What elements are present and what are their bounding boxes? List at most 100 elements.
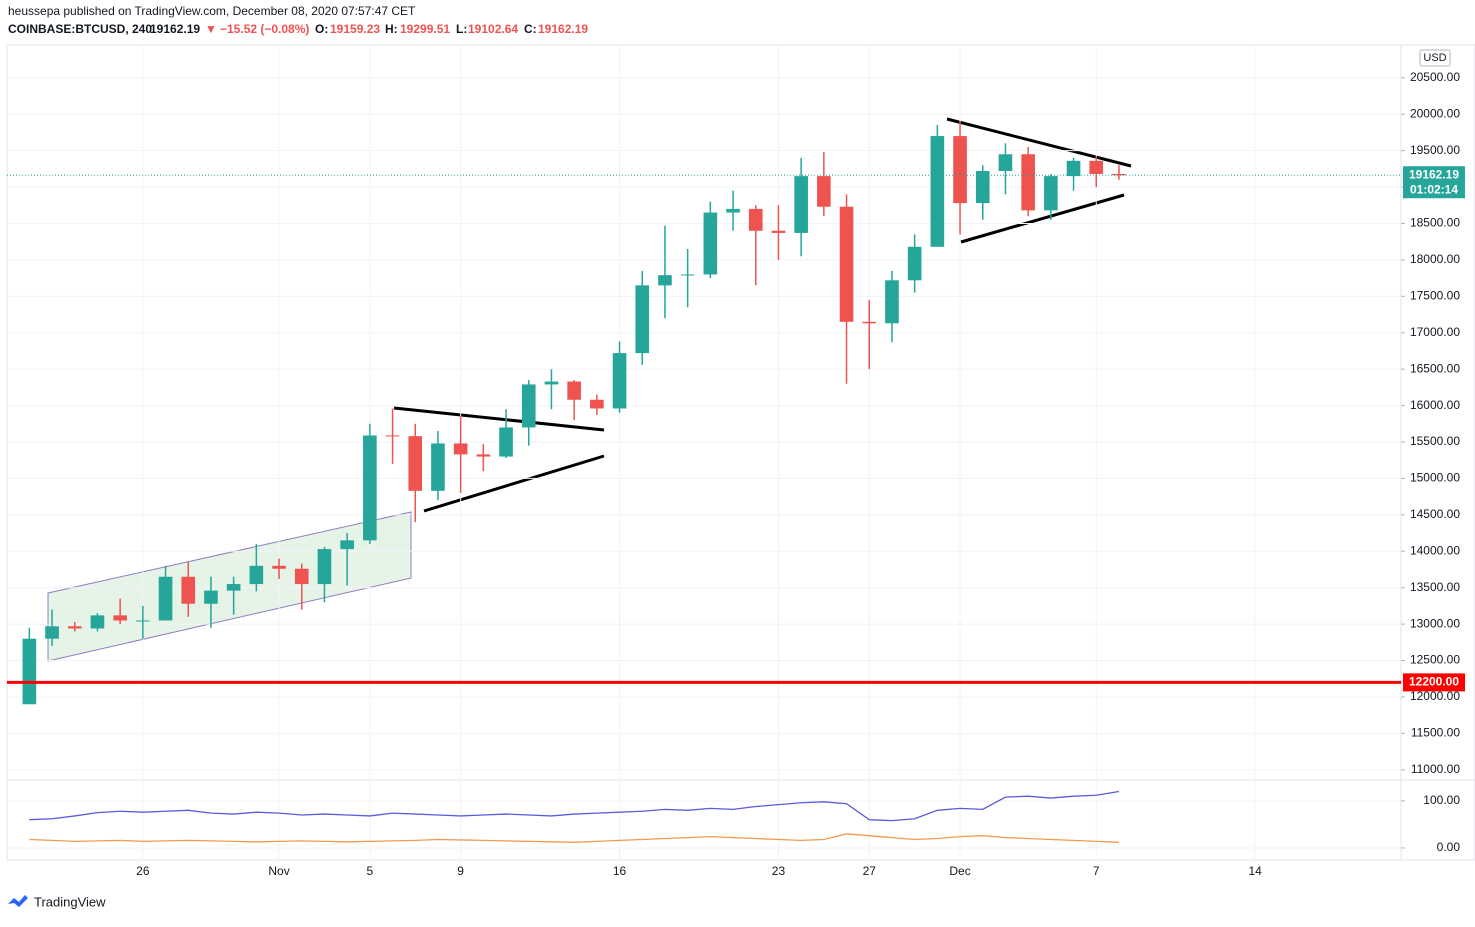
indicator-line <box>29 790 1120 822</box>
candle-body <box>748 208 763 231</box>
candle-body <box>567 381 581 400</box>
candle-body <box>726 208 740 213</box>
y-tick-label: 12000.00 <box>1410 689 1460 703</box>
candle-body <box>1066 160 1081 177</box>
y-tick-label: 20500.00 <box>1410 70 1460 84</box>
candle-body <box>703 212 718 275</box>
x-tick-label: 16 <box>613 864 627 878</box>
countdown: 01:02:14 <box>1410 182 1458 196</box>
y-tick-label: 18000.00 <box>1410 252 1460 266</box>
candle-body <box>930 136 945 247</box>
candle-body <box>975 171 990 204</box>
unit-box <box>1419 49 1451 67</box>
candle-body <box>1089 160 1104 174</box>
low: 19102.64 <box>468 22 518 36</box>
y-tick-label: 12500.00 <box>1410 653 1460 667</box>
y-tick-label: 13500.00 <box>1410 580 1460 594</box>
y-tick-label: 15500.00 <box>1410 434 1460 448</box>
candle-body <box>272 565 286 569</box>
trendline <box>393 406 605 432</box>
y-tick-label: 14000.00 <box>1410 543 1460 557</box>
candle-body <box>544 381 559 385</box>
trendline <box>946 117 1132 168</box>
candle-body <box>136 620 150 622</box>
legend: COINBASE:BTCUSD, 240 19162.19 ▼ −15.52 (… <box>8 22 588 36</box>
brand-name: TradingView <box>34 894 106 909</box>
y-tick-label: 20000.00 <box>1410 106 1460 120</box>
trendline <box>960 193 1125 244</box>
candle-body <box>1112 173 1126 176</box>
x-tick-label: 27 <box>863 864 877 878</box>
y-tick-label: 17000.00 <box>1410 325 1460 339</box>
y-tick-label: 15000.00 <box>1410 471 1460 485</box>
candle-body <box>635 285 650 354</box>
candle-body <box>67 626 82 629</box>
x-tick-label: Nov <box>268 864 289 878</box>
candle-body <box>658 275 672 286</box>
candle-body <box>590 399 604 409</box>
y-tick-label: 11000.00 <box>1411 762 1460 776</box>
candle-body <box>363 435 377 541</box>
open: 19159.23 <box>330 22 380 36</box>
candle-body <box>953 136 967 204</box>
candle-body <box>385 435 400 437</box>
candle-body <box>204 590 218 604</box>
candle-body <box>771 230 786 233</box>
candle-body <box>1044 176 1058 211</box>
candle-body <box>90 615 105 629</box>
brand: TradingView <box>8 894 106 909</box>
candle-body <box>839 206 854 322</box>
x-tick-label: 5 <box>367 864 374 878</box>
close-label: C: <box>524 22 537 36</box>
y-tick-label: 17500.00 <box>1410 288 1460 302</box>
level-label: 12200.00 <box>1409 675 1459 689</box>
trendline <box>423 454 605 513</box>
low-label: L: <box>456 22 467 36</box>
y-tick-label: 13000.00 <box>1410 616 1460 630</box>
candle-body <box>431 443 445 491</box>
candle-body <box>453 443 468 455</box>
candle-body <box>680 274 695 276</box>
y-tick-label: 19500.00 <box>1410 143 1460 157</box>
y-tick-label: 18500.00 <box>1410 216 1460 230</box>
candle-body <box>317 549 332 585</box>
level-label-box <box>1403 673 1465 692</box>
candle-body <box>907 246 922 281</box>
candle-body <box>817 176 831 207</box>
symbol: COINBASE:BTCUSD, 240 <box>8 22 152 36</box>
x-tick-label: 26 <box>136 864 150 878</box>
candle-body <box>158 576 173 621</box>
candle-body <box>476 454 491 457</box>
candle-body <box>249 565 264 585</box>
candle-body <box>340 540 354 550</box>
last-price: 19162.19 <box>150 22 200 36</box>
candle-body <box>499 427 513 457</box>
candle-body <box>521 384 536 428</box>
axis-unit: USD <box>1423 52 1446 64</box>
candle-body <box>22 638 37 705</box>
high-label: H: <box>385 22 398 36</box>
y-tick-label: 11500.00 <box>1411 726 1460 740</box>
x-tick-label: 9 <box>457 864 464 878</box>
high: 19299.51 <box>400 22 450 36</box>
candle-body <box>998 154 1013 172</box>
price-label: 19162.19 <box>1409 167 1459 181</box>
y-tick-label: 14500.00 <box>1410 507 1460 521</box>
change-arrow: ▼ <box>205 22 217 36</box>
brand-logo <box>8 895 28 907</box>
change: −15.52 (−0.08%) <box>220 22 309 36</box>
y-tick-label: 100.00 <box>1423 793 1460 807</box>
x-tick-label: 7 <box>1093 864 1100 878</box>
open-label: O: <box>315 22 328 36</box>
candle-body <box>226 584 241 591</box>
x-tick-label: 23 <box>772 864 786 878</box>
y-tick-label: 16000.00 <box>1410 398 1460 412</box>
candle-body <box>862 321 877 324</box>
candle-body <box>794 176 808 233</box>
indicator-line <box>29 833 1119 843</box>
candle-body <box>45 626 59 639</box>
candle-body <box>113 615 127 621</box>
plot: 11000.00 11500.00 12000.00 12500.00 13000.00… <box>7 45 1465 878</box>
